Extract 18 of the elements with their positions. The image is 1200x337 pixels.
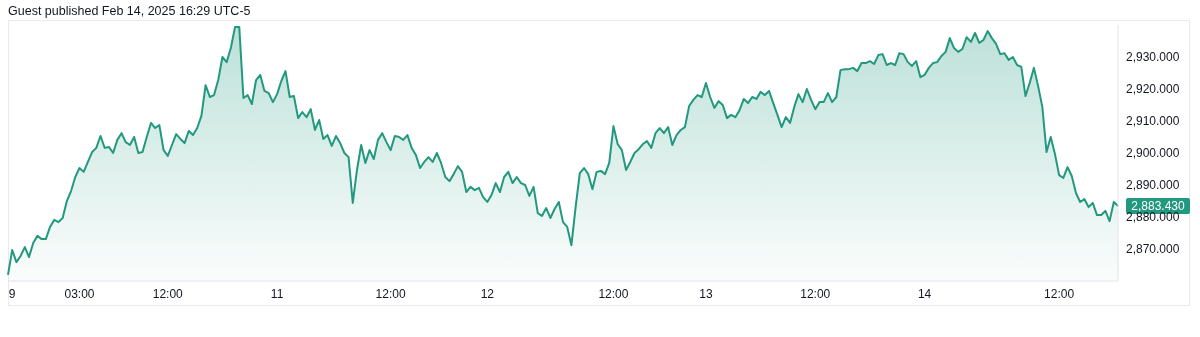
x-tick-label: 12:00: [1044, 286, 1075, 301]
y-tick-label: 2,900.000: [1126, 146, 1180, 161]
y-tick-label: 2,920.000: [1126, 82, 1180, 97]
x-tick-label: 11: [270, 286, 284, 301]
x-tick-label: 03:00: [64, 286, 95, 301]
x-tick-label: 12: [480, 286, 495, 301]
x-tick-label: 12:00: [375, 286, 406, 301]
x-tick-label: 13: [699, 286, 713, 301]
x-tick-label: 9: [8, 286, 16, 301]
x-tick-label: 12:00: [152, 286, 184, 301]
x-tick-label: 12:00: [800, 286, 831, 301]
y-tick-label: 2,930.000: [1126, 50, 1180, 65]
x-tick-label: 12:00: [598, 286, 629, 301]
y-tick-label: 2,870.000: [1126, 242, 1180, 257]
x-tick-label: 14: [917, 286, 932, 301]
y-tick-label: 2,910.000: [1126, 114, 1180, 129]
chart-title: Guest published Feb 14, 2025 16:29 UTC-5: [8, 4, 251, 18]
y-tick-label: 2,890.000: [1126, 178, 1180, 193]
